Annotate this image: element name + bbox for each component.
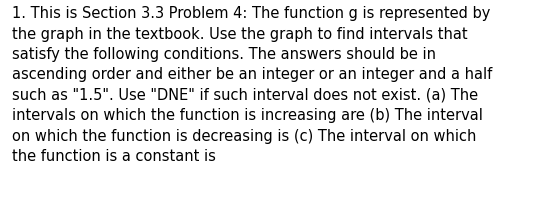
Text: 1. This is Section 3.3 Problem 4: The function g is represented by
the graph in : 1. This is Section 3.3 Problem 4: The fu… — [12, 6, 493, 164]
